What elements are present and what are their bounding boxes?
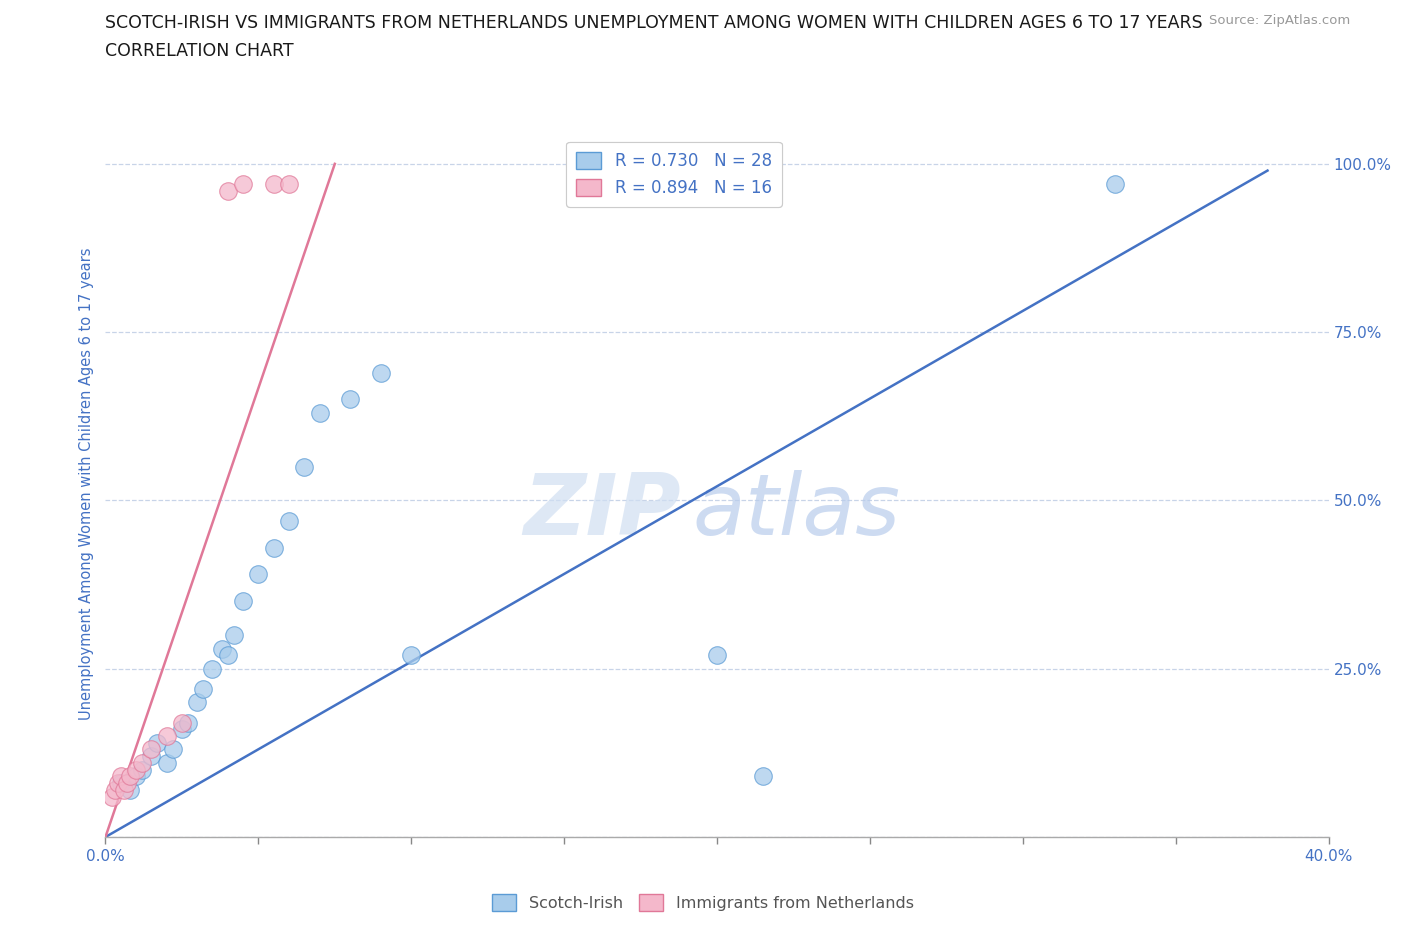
Point	[339, 392, 361, 407]
Point	[186, 695, 208, 710]
Text: Source: ZipAtlas.com: Source: ZipAtlas.com	[1209, 14, 1350, 27]
Point	[104, 782, 127, 797]
Legend: Scotch-Irish, Immigrants from Netherlands: Scotch-Irish, Immigrants from Netherland…	[486, 888, 920, 917]
Point	[131, 763, 153, 777]
Point	[141, 742, 163, 757]
Point	[706, 648, 728, 663]
Point	[118, 782, 141, 797]
Point	[222, 628, 245, 643]
Point	[232, 177, 254, 192]
Point	[118, 769, 141, 784]
Point	[370, 365, 392, 380]
Point	[277, 513, 299, 528]
Point	[146, 736, 169, 751]
Point	[125, 769, 148, 784]
Point	[211, 641, 233, 656]
Point	[110, 769, 132, 784]
Point	[232, 594, 254, 609]
Point	[1104, 177, 1126, 192]
Point	[162, 742, 184, 757]
Point	[131, 755, 153, 770]
Text: SCOTCH-IRISH VS IMMIGRANTS FROM NETHERLANDS UNEMPLOYMENT AMONG WOMEN WITH CHILDR: SCOTCH-IRISH VS IMMIGRANTS FROM NETHERLA…	[105, 14, 1204, 32]
Point	[752, 769, 775, 784]
Point	[141, 749, 163, 764]
Point	[247, 567, 270, 582]
Point	[170, 722, 193, 737]
Point	[263, 540, 285, 555]
Text: CORRELATION CHART: CORRELATION CHART	[105, 42, 294, 60]
Point	[155, 755, 177, 770]
Point	[100, 790, 122, 804]
Point	[193, 682, 215, 697]
Point	[308, 405, 330, 420]
Point	[399, 648, 422, 663]
Point	[112, 782, 135, 797]
Point	[125, 763, 148, 777]
Point	[115, 776, 138, 790]
Text: atlas: atlas	[693, 471, 901, 553]
Point	[110, 776, 132, 790]
Point	[217, 648, 239, 663]
Point	[292, 459, 315, 474]
Point	[263, 177, 285, 192]
Point	[277, 177, 299, 192]
Point	[155, 728, 177, 743]
Point	[107, 776, 129, 790]
Point	[217, 183, 239, 198]
Text: ZIP: ZIP	[523, 471, 681, 553]
Legend: R = 0.730   N = 28, R = 0.894   N = 16: R = 0.730 N = 28, R = 0.894 N = 16	[567, 142, 782, 206]
Y-axis label: Unemployment Among Women with Children Ages 6 to 17 years: Unemployment Among Women with Children A…	[79, 247, 94, 720]
Point	[170, 715, 193, 730]
Point	[177, 715, 200, 730]
Point	[201, 661, 224, 676]
